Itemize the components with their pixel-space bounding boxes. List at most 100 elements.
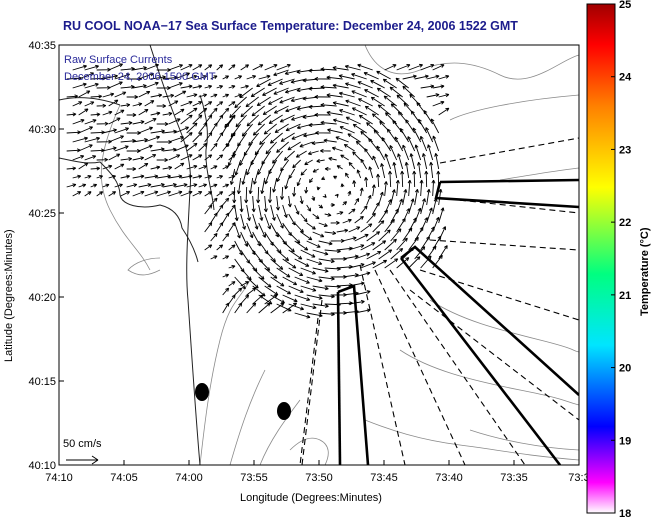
current-vector: [210, 232, 218, 242]
current-vector: [210, 255, 218, 260]
current-vector: [138, 108, 149, 116]
current-vector: [144, 174, 159, 179]
current-vector: [282, 258, 297, 269]
current-vector: [306, 294, 323, 300]
x-tick-label: 74:10: [45, 472, 73, 484]
current-vector: [300, 231, 313, 241]
current-vector: [345, 116, 361, 125]
current-vector: [400, 170, 405, 188]
y-tick-label: 40:25: [28, 208, 56, 220]
current-vector: [228, 222, 236, 233]
current-vector: [96, 121, 109, 126]
current-vector: [228, 64, 236, 71]
current-vector: [84, 136, 100, 143]
colorbar-tick-label: 20: [619, 363, 631, 375]
current-vector: [284, 177, 290, 190]
current-vector: [222, 287, 230, 296]
current-vector: [394, 136, 404, 152]
current-vector: [192, 174, 203, 179]
current-vector: [186, 93, 198, 98]
current-vector: [314, 76, 331, 81]
current-vector: [378, 249, 393, 260]
current-vector: [252, 123, 265, 136]
current-vector: [222, 183, 230, 188]
current-vector: [144, 63, 159, 71]
current-vector: [279, 96, 295, 104]
current-vector: [162, 93, 175, 98]
current-vector: [420, 255, 432, 269]
current-vector: [427, 144, 434, 161]
current-vector: [388, 170, 393, 188]
current-vector: [340, 154, 349, 161]
current-vector: [204, 222, 213, 233]
current-vector: [168, 82, 183, 89]
current-vector: [222, 107, 230, 116]
current-vector: [352, 123, 367, 134]
current-vector: [312, 267, 329, 273]
current-vector: [204, 191, 213, 197]
current-vector: [204, 154, 213, 161]
current-vector: [419, 179, 424, 197]
current-vector: [222, 273, 230, 278]
current-vector: [96, 103, 107, 108]
current-vector: [168, 136, 184, 143]
current-vector: [312, 168, 319, 173]
current-vector: [316, 158, 325, 163]
current-vector: [114, 183, 123, 188]
current-vector: [431, 179, 436, 197]
current-vector: [368, 166, 374, 179]
current-vector: [300, 267, 316, 275]
current-vector: [372, 155, 380, 170]
current-vector: [330, 220, 340, 225]
current-vector: [132, 156, 145, 161]
current-vector: [345, 172, 350, 179]
current-vector: [320, 67, 337, 72]
current-vector: [210, 197, 218, 206]
current-vector: [192, 114, 203, 125]
current-vector: [276, 141, 289, 153]
current-vector: [84, 174, 92, 179]
current-vector: [257, 114, 271, 126]
current-vector: [321, 176, 326, 181]
current-vector: [408, 63, 423, 71]
current-vector: [252, 64, 264, 71]
current-vector: [138, 183, 152, 188]
current-vector: [90, 112, 101, 117]
current-vector: [312, 213, 320, 220]
current-vector: [304, 186, 309, 194]
current-vector: [306, 240, 321, 248]
current-vector: [204, 84, 213, 89]
current-vector: [162, 183, 177, 188]
current-vector: [210, 93, 218, 98]
current-vector: [432, 235, 442, 251]
current-vector: [306, 204, 312, 212]
current-vector: [120, 120, 133, 125]
current-vector: [308, 104, 325, 109]
current-vector: [402, 189, 408, 206]
current-vector: [384, 153, 392, 170]
current-vector: [348, 208, 356, 215]
current-vector: [308, 123, 325, 128]
current-vector: [426, 74, 440, 80]
current-vector: [402, 227, 413, 242]
current-vector: [240, 84, 249, 89]
current-vector: [72, 155, 85, 161]
current-vector: [84, 82, 99, 89]
current-vector: [156, 190, 171, 197]
current-vector: [295, 150, 307, 158]
current-vector: [324, 212, 332, 217]
current-vector: [282, 276, 298, 286]
current-vector: [348, 162, 356, 170]
current-vector: [312, 303, 329, 308]
current-vector: [363, 71, 379, 80]
current-vector: [282, 240, 295, 253]
current-vector: [108, 174, 116, 179]
current-vector: [314, 94, 331, 99]
current-vector: [162, 129, 177, 134]
current-vector: [240, 231, 249, 247]
current-vector: [382, 78, 397, 89]
current-vector: [432, 100, 445, 107]
current-vector: [240, 294, 250, 305]
current-vector: [198, 122, 208, 134]
current-vector: [72, 136, 88, 143]
